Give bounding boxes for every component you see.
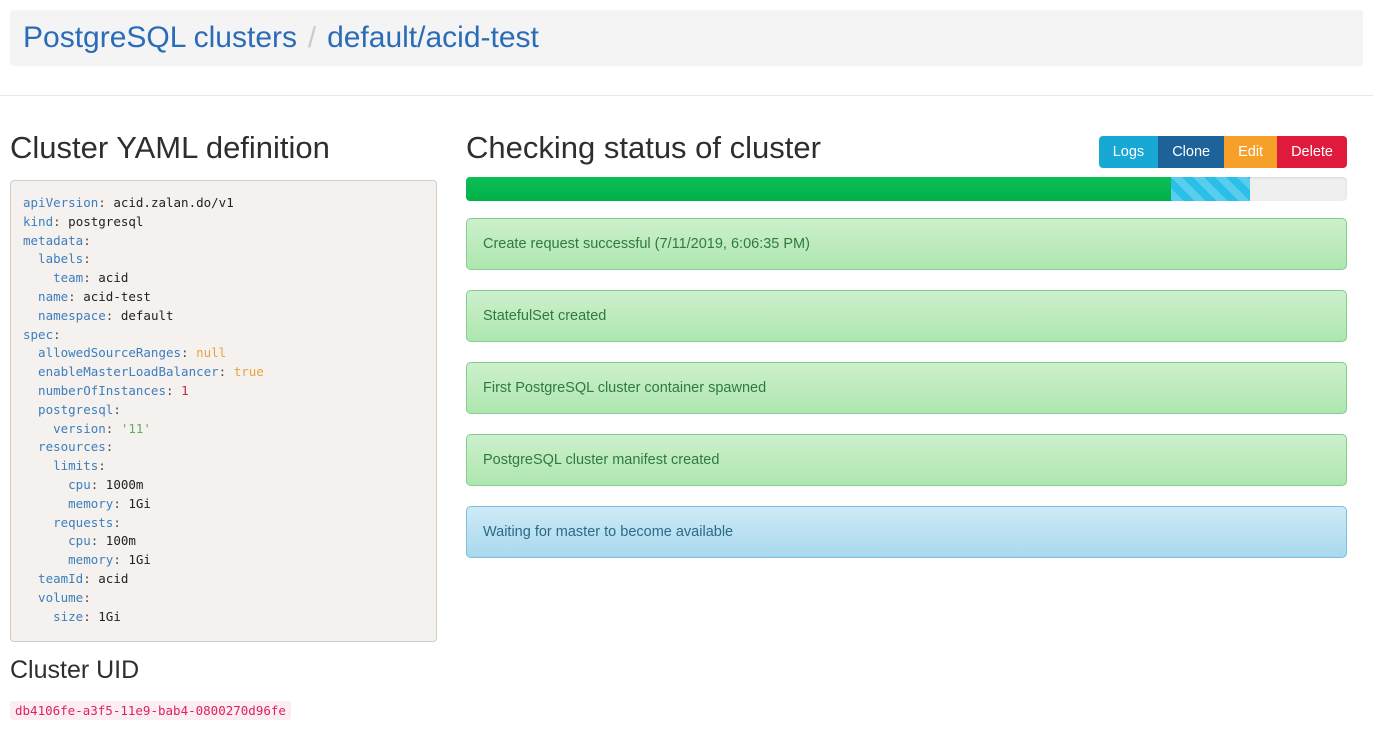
- status-alert-text: Create request successful (7/11/2019, 6:…: [483, 236, 810, 252]
- breadcrumb-current-cluster: default/acid-test: [327, 21, 539, 54]
- status-alert-success: StatefulSet created: [466, 290, 1347, 342]
- cluster-action-buttons: Logs Clone Edit Delete: [1098, 136, 1347, 168]
- uid-section-heading: Cluster UID: [10, 656, 140, 684]
- logs-button[interactable]: Logs: [1098, 136, 1159, 168]
- header-divider: [0, 95, 1373, 96]
- clone-button[interactable]: Clone: [1158, 136, 1225, 168]
- status-alert-success: First PostgreSQL cluster container spawn…: [466, 362, 1347, 414]
- status-alert-text: PostgreSQL cluster manifest created: [483, 452, 720, 468]
- breadcrumb-separator: /: [308, 21, 317, 54]
- status-alert-text: Waiting for master to become available: [483, 524, 734, 540]
- progress-active-striped-segment: [1170, 177, 1251, 201]
- yaml-definition-panel: apiVersion: acid.zalan.do/v1 kind: postg…: [10, 180, 437, 642]
- breadcrumb: PostgreSQL clusters / default/acid-test: [10, 10, 1363, 66]
- cluster-status-progress-bar: [466, 177, 1347, 201]
- yaml-section-heading: Cluster YAML definition: [10, 130, 330, 165]
- cluster-uid-value: db4106fe-a3f5-11e9-bab4-0800270d96fe: [10, 701, 291, 720]
- status-alert-success: PostgreSQL cluster manifest created: [466, 434, 1347, 486]
- status-alert-success: Create request successful (7/11/2019, 6:…: [466, 218, 1347, 270]
- yaml-code-block: apiVersion: acid.zalan.do/v1 kind: postg…: [23, 195, 264, 624]
- status-alert-info: Waiting for master to become available: [466, 506, 1347, 558]
- breadcrumb-link-clusters[interactable]: PostgreSQL clusters: [23, 21, 297, 54]
- status-section-heading: Checking status of cluster: [466, 130, 821, 165]
- status-alert-text: StatefulSet created: [483, 308, 607, 324]
- progress-completed-segment: [466, 177, 1171, 201]
- status-alert-text: First PostgreSQL cluster container spawn…: [483, 380, 767, 396]
- edit-button[interactable]: Edit: [1224, 136, 1278, 168]
- delete-button[interactable]: Delete: [1277, 136, 1347, 168]
